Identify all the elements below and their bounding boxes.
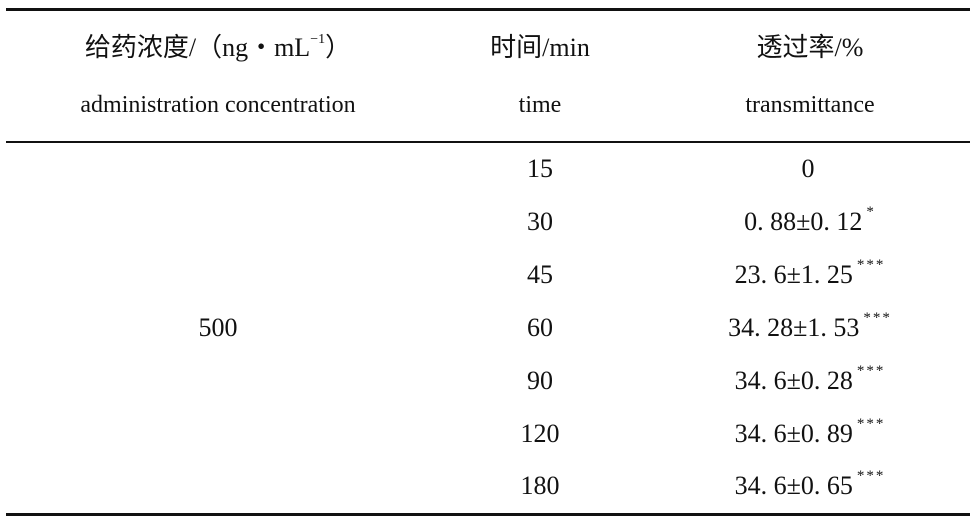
header-transmittance-en: transmittance (745, 92, 875, 118)
header-concentration-cn: 给药浓度/（ng・mL−1） (6, 30, 430, 66)
significance-marker: *** (856, 363, 886, 379)
concentration-cell: 500 (198, 313, 238, 342)
transmittance-cell: 34. 6±0. 89 *** (650, 408, 970, 460)
table-row: 90 34. 6±0. 28 *** (6, 355, 970, 407)
header-rule (6, 141, 970, 143)
time-cell: 60 (527, 313, 553, 342)
table-row: 30 0. 88±0. 12 * (6, 196, 970, 248)
transmittance-value: 34. 6±0. 65 (734, 471, 853, 500)
header-transmittance-cn: 透过率/% (756, 33, 864, 62)
bottom-rule (6, 513, 970, 516)
transmittance-cell: 23. 6±1. 25 *** (650, 249, 970, 301)
time-cell: 15 (527, 154, 553, 183)
table-row: 60 34. 28±1. 53 *** (6, 302, 970, 354)
header-concentration-cn-text: 给药浓度/（ng・mL (84, 33, 311, 62)
header-time-en: time (518, 92, 562, 118)
header-unit-exponent: −1 (310, 32, 326, 47)
time-cell: 120 (520, 419, 560, 448)
significance-marker: *** (856, 257, 886, 273)
transmittance-value: 34. 28±1. 53 (728, 313, 860, 342)
time-cell: 90 (527, 366, 553, 395)
time-cell: 30 (527, 207, 553, 236)
transmittance-value: 34. 6±0. 89 (734, 419, 853, 448)
data-table: 给药浓度/（ng・mL−1） 时间/min 透过率/% administrati… (6, 0, 970, 528)
transmittance-cell: 0. 88±0. 12 * (650, 196, 970, 248)
transmittance-value: 0 (801, 154, 815, 183)
table-row: 15 0 (6, 143, 970, 195)
table-row: 180 34. 6±0. 65 *** (6, 460, 970, 512)
significance-marker: *** (856, 468, 886, 484)
transmittance-cell: 34. 28±1. 53 *** (650, 302, 970, 354)
significance-marker: * (866, 204, 876, 220)
header-concentration-en: administration concentration (80, 92, 356, 118)
transmittance-cell: 0 (650, 143, 970, 195)
table-row: 45 23. 6±1. 25 *** (6, 249, 970, 301)
transmittance-cell: 34. 6±0. 65 *** (650, 460, 970, 512)
significance-marker: *** (863, 310, 892, 326)
transmittance-value: 23. 6±1. 25 (734, 260, 853, 289)
time-cell: 45 (527, 260, 553, 289)
table-row: 120 34. 6±0. 89 *** (6, 408, 970, 460)
header-concentration-cn-close: ） (325, 33, 352, 62)
transmittance-value: 34. 6±0. 28 (734, 366, 853, 395)
time-cell: 180 (520, 471, 560, 500)
significance-marker: *** (856, 416, 886, 432)
top-rule (6, 8, 970, 11)
transmittance-value: 0. 88±0. 12 (744, 207, 863, 236)
transmittance-cell: 34. 6±0. 28 *** (650, 355, 970, 407)
header-time-cn: 时间/min (490, 33, 590, 62)
